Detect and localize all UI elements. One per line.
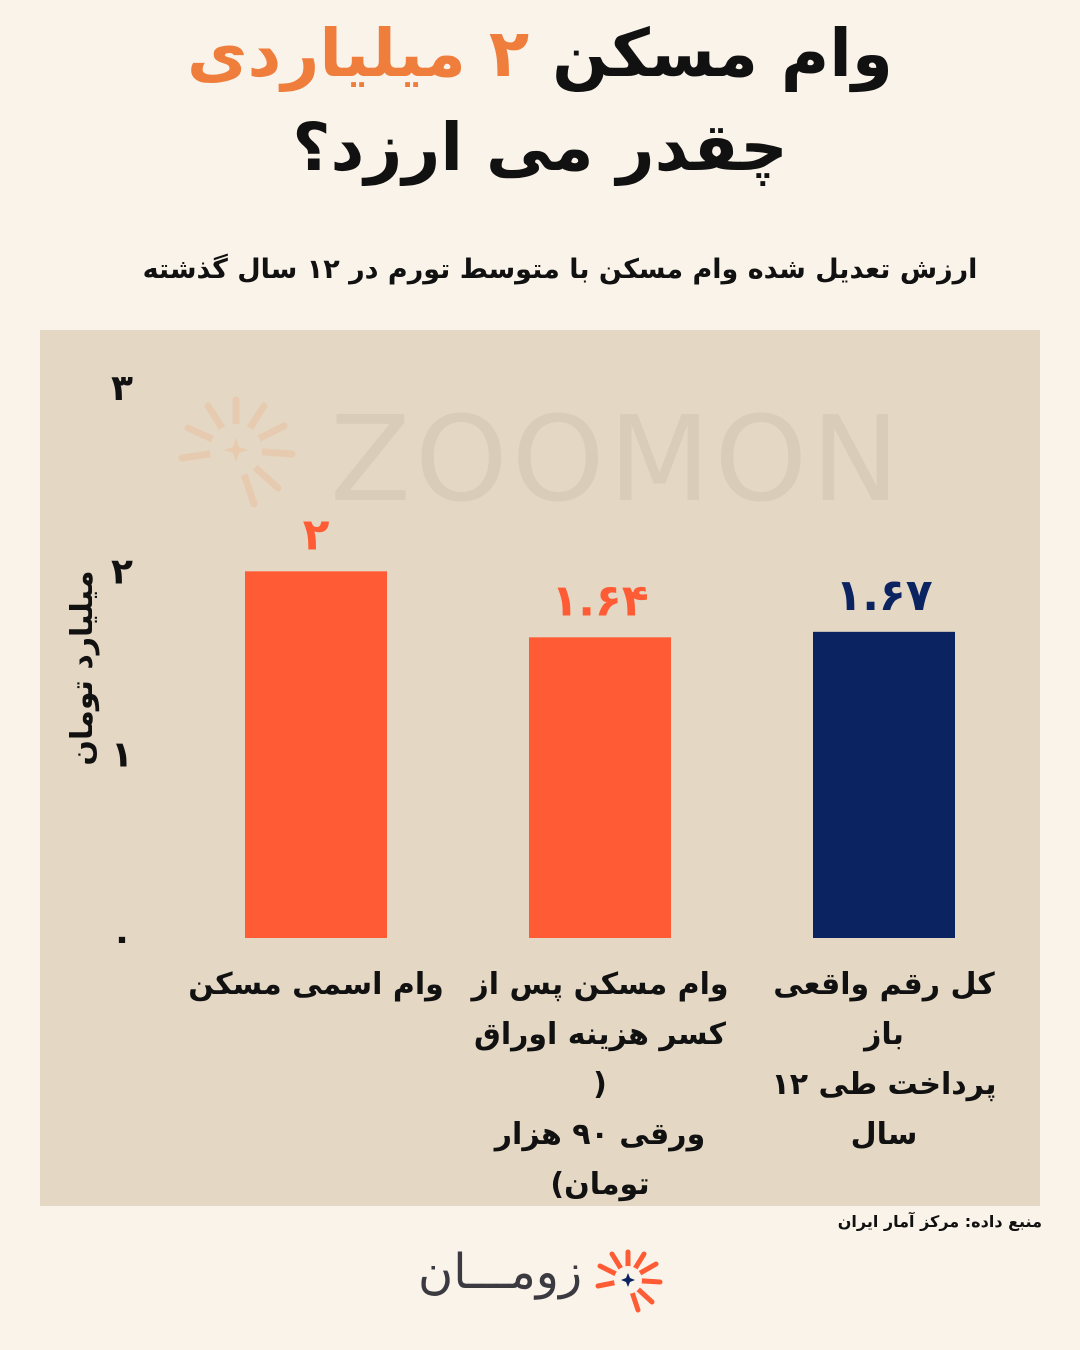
y-tick-label: ۰ — [111, 918, 133, 959]
x-category-label: وام مسکن پس از کسر هزینه اوراق ( ورقی ۹۰ ه… — [470, 960, 730, 1210]
bar — [529, 637, 671, 938]
data-source: منبع داده: مرکز آمار ایران — [837, 1212, 1042, 1231]
bar-value-label: ۲ — [303, 509, 330, 560]
y-tick-label: ۲ — [111, 551, 133, 592]
y-axis-label: میلیارد تومان — [65, 570, 100, 765]
brand-sun-icon — [595, 1249, 663, 1313]
bar — [245, 571, 387, 938]
x-category-label-line: وام اسمی مسکن — [188, 967, 444, 1002]
x-category-label-line: پرداخت طی ۱۲ سال — [771, 1067, 997, 1152]
chart-subtitle: ارزش تعدیل شده وام مسکن با متوسط تورم در… — [142, 254, 978, 285]
title-accent: ۲ میلیاردی — [187, 15, 530, 92]
x-category-label-line: کل رقم واقعی باز — [773, 967, 995, 1052]
y-tick-label: ۳ — [111, 368, 133, 409]
title-part1: وام مسکن — [529, 15, 893, 92]
bar — [813, 631, 955, 938]
watermark-text: ZOOMON — [330, 390, 904, 528]
page-title-line2: چقدر می ارزد؟ — [292, 109, 788, 186]
x-category-label-line: وام مسکن پس از — [471, 967, 729, 1002]
brand-wordmark: زومـــان — [418, 1244, 583, 1300]
bar-value-label: ۱.۶۷ — [835, 570, 932, 621]
x-category-label: وام اسمی مسکن — [186, 960, 446, 1010]
x-category-label-line: کسر هزینه اوراق ( — [474, 1017, 726, 1102]
y-tick-label: ۱ — [111, 735, 133, 776]
watermark-sun-icon — [178, 396, 296, 508]
bar-value-label: ۱.۶۴ — [551, 575, 648, 626]
x-category-label: کل رقم واقعی باز پرداخت طی ۱۲ سال — [754, 960, 1014, 1160]
x-category-label-line: ورقی ۹۰ هزار تومان) — [494, 1117, 706, 1202]
page-title-line1: وام مسکن ۲ میلیاردی — [0, 12, 1080, 96]
